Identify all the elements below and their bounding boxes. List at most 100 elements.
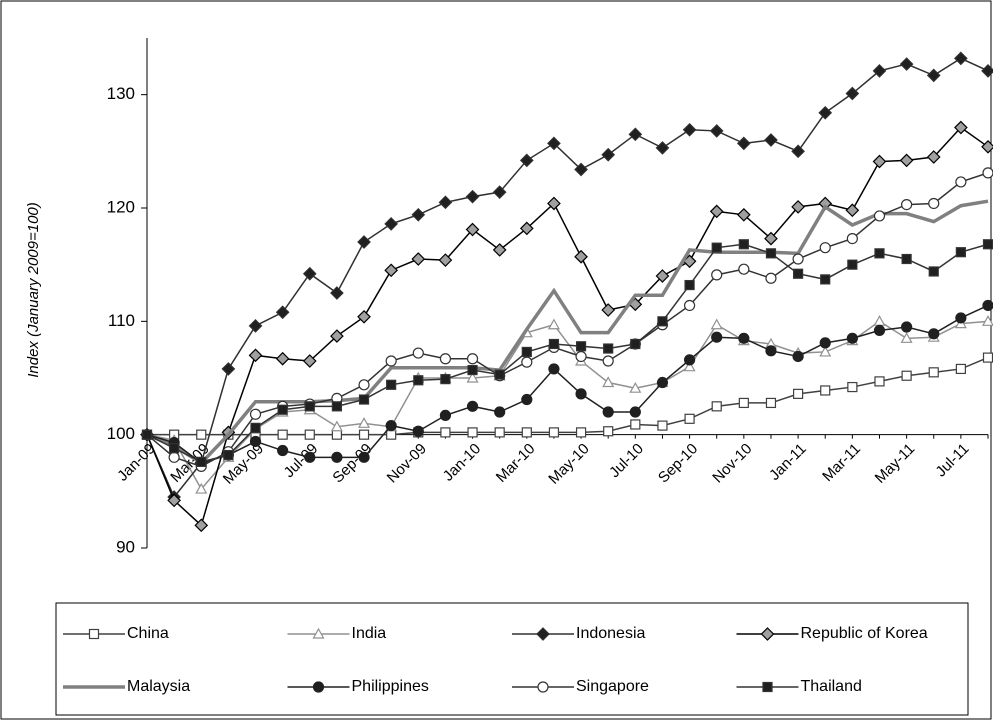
marker — [465, 189, 480, 204]
marker — [955, 247, 966, 258]
marker — [872, 154, 887, 169]
marker — [248, 319, 263, 333]
marker — [845, 86, 860, 101]
marker — [384, 217, 399, 231]
marker — [304, 429, 315, 440]
marker — [277, 444, 289, 457]
marker — [711, 401, 722, 412]
marker — [792, 388, 804, 399]
marker — [494, 406, 506, 418]
marker — [519, 153, 534, 168]
marker — [248, 348, 263, 363]
legend-label: Malaysia — [127, 678, 190, 695]
marker — [819, 337, 831, 349]
marker — [628, 127, 643, 142]
legend-marker — [312, 627, 325, 639]
legend-label: Singapore — [576, 678, 649, 695]
marker — [873, 324, 886, 336]
marker — [465, 222, 480, 237]
marker — [982, 352, 993, 363]
marker — [981, 315, 993, 326]
marker — [575, 341, 587, 352]
marker — [494, 369, 505, 380]
legend-marker — [537, 681, 549, 693]
marker — [358, 394, 370, 405]
legend-label: Philippines — [352, 678, 429, 695]
marker — [683, 299, 696, 312]
marker — [709, 124, 724, 138]
marker — [302, 354, 317, 368]
marker — [738, 263, 750, 275]
legend: China India Indonesia Republic of Korea Mala… — [63, 625, 928, 695]
marker — [358, 417, 371, 428]
marker — [411, 252, 426, 266]
marker — [575, 350, 587, 363]
marker — [602, 376, 615, 388]
marker — [792, 350, 804, 363]
marker — [684, 413, 695, 424]
marker — [521, 427, 532, 438]
marker — [820, 274, 831, 285]
marker — [736, 136, 751, 151]
marker — [439, 353, 452, 365]
series-line — [146, 199, 989, 466]
marker — [711, 242, 722, 253]
marker — [304, 401, 315, 412]
marker — [521, 346, 532, 358]
marker — [710, 318, 723, 330]
marker — [602, 355, 614, 367]
marker — [275, 305, 290, 320]
marker — [954, 51, 968, 66]
marker — [818, 105, 833, 120]
marker — [168, 451, 180, 463]
marker — [249, 408, 262, 420]
marker — [845, 203, 860, 218]
marker — [928, 328, 940, 340]
marker — [357, 235, 371, 249]
legend-marker — [762, 681, 773, 693]
marker — [792, 268, 804, 279]
marker — [331, 451, 343, 463]
marker — [385, 420, 397, 432]
marker — [901, 253, 912, 265]
legend-label: Thailand — [801, 678, 862, 695]
marker — [603, 426, 614, 437]
marker — [575, 388, 587, 400]
marker — [521, 356, 533, 368]
marker — [304, 451, 316, 463]
legend-box — [55, 602, 969, 716]
series-line — [146, 57, 989, 499]
marker — [764, 133, 778, 147]
marker — [847, 381, 858, 393]
marker — [736, 207, 751, 222]
marker — [494, 427, 505, 438]
legend-label: India — [352, 625, 387, 642]
marker — [873, 210, 886, 222]
marker — [928, 367, 939, 378]
marker — [601, 303, 616, 317]
marker — [466, 400, 479, 412]
marker — [492, 185, 507, 199]
marker — [602, 406, 614, 418]
marker — [438, 253, 453, 267]
y-tick-label: 120 — [107, 197, 135, 216]
marker — [847, 259, 858, 270]
marker — [411, 207, 426, 222]
marker — [277, 404, 288, 415]
marker — [195, 482, 208, 494]
marker — [413, 375, 424, 386]
marker — [791, 144, 805, 159]
marker — [440, 427, 451, 438]
marker — [765, 345, 777, 357]
marker — [331, 429, 343, 440]
marker — [412, 347, 424, 359]
legend-marker — [312, 681, 325, 693]
marker — [982, 167, 993, 179]
marker — [981, 139, 993, 154]
marker — [196, 429, 207, 440]
marker — [955, 176, 967, 188]
marker — [629, 381, 642, 393]
marker — [901, 321, 913, 333]
